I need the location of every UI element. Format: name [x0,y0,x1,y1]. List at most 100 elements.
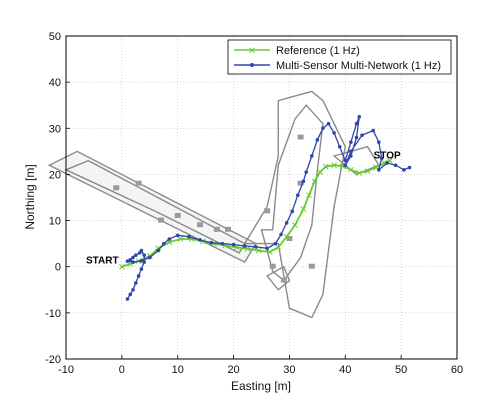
multisensor-point [309,154,314,158]
multisensor-point [315,138,320,142]
floorplan-fixture [157,217,164,223]
multisensor-point [332,131,336,135]
multisensor-point [142,253,146,257]
reference-point [275,244,282,251]
floorplan-fixture [297,180,304,186]
multisensor-point [137,251,142,255]
floorplan-fixture [297,134,304,140]
floorplan-fixture [113,185,120,191]
multisensor-point [304,170,308,174]
multisensor-point [125,259,130,263]
multisensor-point [142,260,146,264]
multisensor-point [296,193,300,197]
multisensor-point [354,121,359,126]
multisensor-point [301,179,306,184]
y-tick-label: -20 [45,354,61,366]
y-tick-label: 0 [55,262,61,274]
legend-label-multisensor: Multi-Sensor Multi-Network (1 Hz) [276,60,441,72]
multisensor-point [139,258,144,263]
floorplan-fixture [269,263,276,269]
multisensor-point [357,114,362,119]
multisensor-point [349,154,353,158]
reference-point [311,178,318,185]
multisensor-point [134,281,138,285]
multisensor-point [156,248,160,253]
multisensor-point [198,238,202,242]
floorplan-fixture [286,236,293,242]
legend: ✕ Reference (1 Hz) Multi-Sensor Multi-Ne… [227,39,452,75]
reference-point [292,222,298,229]
multisensor-point [136,274,141,278]
annotation-stop: STOP [374,150,401,161]
multisensor-point [284,221,289,225]
reference-point [119,263,125,270]
reference-point [255,247,262,254]
legend-label-reference: Reference (1 Hz) [276,45,360,57]
multisensor-point [209,240,214,245]
multisensor-point [139,267,144,271]
y-tick-label: 30 [49,123,61,135]
floorplan-fixture [308,263,315,269]
floorplan-fixture [197,222,204,228]
multisensor-point [343,158,348,163]
plot-frame [65,35,458,360]
floorplan-fixture [280,277,287,283]
multisensor-point [402,168,406,172]
multisensor-point [360,133,364,138]
legend-box [227,39,452,75]
multisensor-point [167,237,172,241]
floorplan-wall [243,90,347,319]
floorplan-fixture [174,212,181,218]
annotation-layer: START STOP [86,150,401,266]
reference-point [177,236,184,242]
multisensor-point [354,135,359,140]
reference-point [300,206,307,212]
multisensor-point [290,209,295,214]
multisensor-point [134,253,138,257]
multisensor-point [377,168,381,172]
series-layer [119,114,412,301]
multisensor-point [231,242,236,247]
multisensor-point [349,149,353,154]
reference-point [317,169,324,175]
multisensor-point [125,297,130,301]
multisensor-point [385,161,389,165]
reference-point [306,192,312,199]
x-axis-label: Easting [m] [231,379,291,393]
multisensor-point [187,234,191,239]
floorplan-fixture [213,226,220,232]
multisensor-point [326,121,331,126]
multisensor-point [377,140,381,144]
legend-marker-reference: ✕ [248,46,256,57]
reference-point [267,249,273,255]
annotation-start: START [86,255,119,266]
multisensor-point [128,257,133,262]
multisensor-point [254,245,258,249]
x-tick-label: -10 [58,364,74,376]
floorplan-fixture [224,226,231,232]
reference-point [364,168,371,175]
multisensor-point [131,287,135,292]
reference-point [356,170,363,176]
y-axis-label: Northing [m] [23,164,37,229]
legend-marker-multisensor [250,63,254,67]
multisensor-point [242,244,247,248]
multisensor-point [379,156,384,161]
y-tick-label: -10 [45,308,61,320]
multisensor-point [131,260,135,264]
multisensor-point [337,144,342,149]
reference-point [348,166,354,173]
x-tick-label: 50 [395,364,407,376]
floorplan-fixture [135,180,142,186]
multisensor-point [407,165,412,170]
floorplan-wall [266,265,291,291]
y-tick-label: 50 [49,31,61,43]
multisensor-point [131,255,135,260]
multisensor-point [349,140,353,144]
x-tick-label: 0 [119,364,125,376]
x-tick-label: 40 [339,364,351,376]
reference-point [322,163,329,170]
